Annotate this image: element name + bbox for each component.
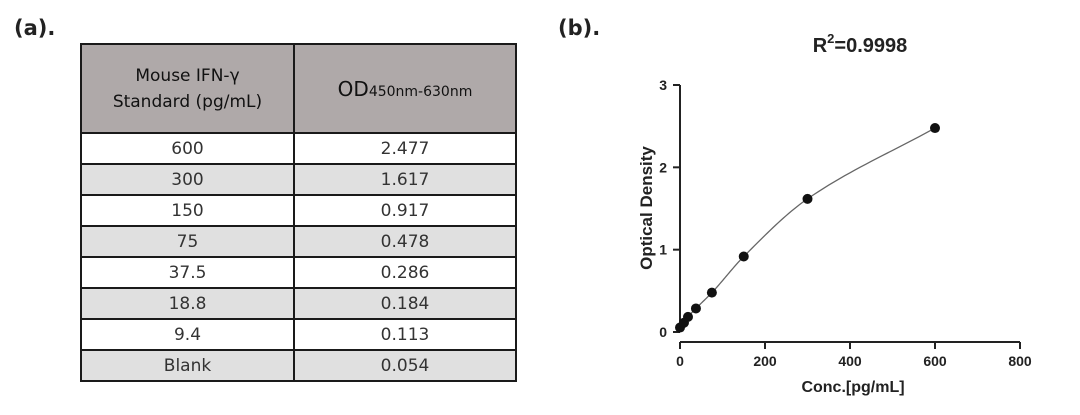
cell-standard: 75 bbox=[80, 225, 295, 258]
cell-od: 2.477 bbox=[293, 132, 517, 165]
x-tick-label: 400 bbox=[838, 353, 862, 369]
data-point bbox=[706, 287, 717, 298]
cell-standard: 9.4 bbox=[80, 318, 295, 351]
table-row: 9.4 0.113 bbox=[80, 318, 517, 351]
y-tick-label: 2 bbox=[659, 159, 667, 175]
cell-od: 1.617 bbox=[293, 163, 517, 196]
cell-standard: Blank bbox=[80, 349, 295, 382]
panel-label-a: (a). bbox=[14, 16, 56, 40]
data-points bbox=[675, 123, 940, 333]
cell-od: 0.286 bbox=[293, 256, 517, 289]
data-point bbox=[802, 193, 813, 204]
data-point bbox=[682, 311, 693, 322]
cell-standard: 150 bbox=[80, 194, 295, 227]
table-row: Blank 0.054 bbox=[80, 349, 517, 382]
x-tick-label: 800 bbox=[1008, 353, 1032, 369]
table-row: 150 0.917 bbox=[80, 194, 517, 227]
header-od-subscript: 450nm-630nm bbox=[368, 83, 473, 100]
fit-curve bbox=[679, 127, 936, 328]
x-axis-label: Conc.[pg/mL] bbox=[801, 379, 904, 396]
header-col1-line2: Standard (pg/mL) bbox=[112, 91, 263, 112]
header-od-main: OD bbox=[337, 76, 369, 101]
y-tick-label: 0 bbox=[659, 324, 667, 340]
y-tick-label: 1 bbox=[659, 242, 667, 258]
data-point bbox=[690, 303, 701, 314]
cell-od: 0.917 bbox=[293, 194, 517, 227]
table-row: 75 0.478 bbox=[80, 225, 517, 258]
cell-standard: 600 bbox=[80, 132, 295, 165]
data-point bbox=[738, 251, 749, 262]
y-axis-label: Optical Density bbox=[637, 146, 656, 270]
cell-od: 0.054 bbox=[293, 349, 517, 382]
cell-od: 0.113 bbox=[293, 318, 517, 351]
cell-od: 0.478 bbox=[293, 225, 517, 258]
table-row: 18.8 0.184 bbox=[80, 287, 517, 320]
table-header-row: Mouse IFN-γ Standard (pg/mL) OD450nm-630… bbox=[80, 43, 517, 134]
chart-title-r: R bbox=[813, 35, 828, 57]
table-row: 600 2.477 bbox=[80, 132, 517, 165]
table-row: 300 1.617 bbox=[80, 163, 517, 196]
header-standard-concentration: Mouse IFN-γ Standard (pg/mL) bbox=[80, 43, 295, 134]
header-col1-line1: Mouse IFN-γ bbox=[135, 65, 240, 86]
cell-standard: 37.5 bbox=[80, 256, 295, 289]
axis-ticks: 0 200 400 600 800 0 1 2 3 bbox=[659, 77, 1032, 369]
chart-title: R2=0.9998 bbox=[813, 31, 908, 57]
x-tick-label: 0 bbox=[676, 353, 684, 369]
panel-label-b: (b). bbox=[558, 16, 601, 40]
x-tick-label: 200 bbox=[753, 353, 777, 369]
cell-standard: 300 bbox=[80, 163, 295, 196]
header-od: OD450nm-630nm bbox=[293, 43, 517, 134]
y-tick-label: 3 bbox=[659, 77, 667, 93]
cell-standard: 18.8 bbox=[80, 287, 295, 320]
cell-od: 0.184 bbox=[293, 287, 517, 320]
data-point bbox=[930, 123, 940, 134]
table-row: 37.5 0.286 bbox=[80, 256, 517, 289]
chart-title-value: =0.9998 bbox=[834, 35, 907, 57]
chart-title-superscript: 2 bbox=[827, 31, 834, 46]
standard-curve-table: Mouse IFN-γ Standard (pg/mL) OD450nm-630… bbox=[80, 43, 517, 382]
x-tick-label: 600 bbox=[923, 353, 947, 369]
